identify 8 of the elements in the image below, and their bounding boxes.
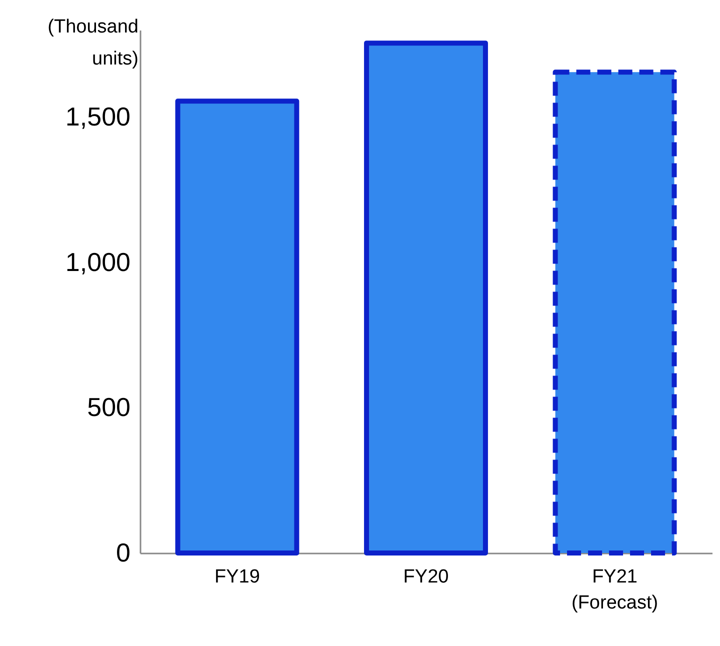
y-tick-label: 500 <box>87 392 130 422</box>
y-tick-label: 1,000 <box>65 246 130 277</box>
y-tick-label: 1,500 <box>65 102 130 132</box>
y-axis-title: (Thousand units) <box>48 16 138 70</box>
x-tick-label: FY21 (Forecast) <box>571 566 658 614</box>
x-tick-label: FY20 <box>403 566 449 588</box>
x-tick-label: FY19 <box>214 566 260 588</box>
y-tick-label: 0 <box>116 538 130 568</box>
